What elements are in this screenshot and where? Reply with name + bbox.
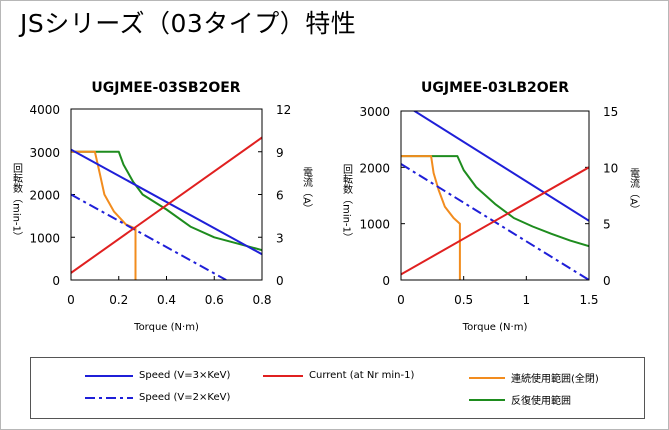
series-speed3-line	[71, 148, 262, 256]
legend-label-speed2: Speed (V=2×KeV)	[139, 392, 231, 403]
y-left-tick-label: 3000	[29, 146, 60, 160]
legend-swatch-speed3	[85, 374, 133, 377]
y-left-axis-label: 回転数（min-1）	[11, 163, 23, 242]
series-current-line	[401, 166, 589, 276]
y-right-tick-label: 6	[276, 189, 284, 203]
x-tick-label: 0.4	[157, 293, 176, 307]
x-tick-label: 0.2	[109, 293, 128, 307]
legend-label-repeated: 反復使用範囲	[511, 396, 571, 407]
x-axis-label: Torque (N·m)	[462, 322, 528, 333]
page-title: JSシリーズ（03タイプ）特性	[20, 9, 357, 38]
legend-label-continuous: 連続使用範囲(全閉)	[511, 374, 599, 385]
legend-item-speed2: Speed (V=2×KeV)	[85, 392, 230, 403]
y-left-tick-label: 4000	[29, 103, 60, 117]
y-right-tick-label: 12	[276, 103, 291, 117]
x-tick-label: 0.5	[454, 293, 473, 307]
series-repeated-line	[71, 150, 262, 252]
legend-label-speed3: Speed (V=3×KeV)	[139, 370, 231, 381]
legend-label-current: Current (at Nr min-1)	[309, 370, 415, 381]
legend-box: Speed (V=3×KeV) Current (at Nr min-1) 連続…	[30, 357, 645, 419]
chart-2: UGJMEE-03LB2OER 0 0.5 1 1.5 0 1000 2000 3000 0 5 10…	[341, 80, 640, 333]
legend-item-current: Current (at Nr min-1)	[263, 370, 414, 381]
x-tick-label: 0	[67, 293, 75, 307]
y-right-axis-label: 電流（A）	[628, 168, 640, 215]
chart-title: UGJMEE-03LB2OER	[421, 80, 569, 96]
series-speed2-line	[71, 193, 227, 280]
y-left-tick-label: 0	[52, 274, 60, 288]
y-right-tick-label: 3	[276, 231, 284, 245]
y-right-tick-label: 0	[603, 274, 611, 288]
y-right-tick-label: 15	[603, 105, 618, 119]
y-left-tick-label: 2000	[359, 161, 390, 175]
y-left-tick-label: 2000	[29, 189, 60, 203]
y-left-tick-label: 1000	[359, 218, 390, 232]
series-continuous-line	[71, 150, 137, 280]
x-tick-label: 1.5	[579, 293, 598, 307]
series-speed3-line	[412, 111, 589, 222]
legend-item-speed3: Speed (V=3×KeV)	[85, 370, 230, 381]
legend-swatch-current	[263, 374, 303, 377]
y-right-tick-label: 0	[276, 274, 284, 288]
legend-swatch-speed2	[85, 396, 133, 399]
y-left-axis-label: 回転数（min-1）	[341, 164, 353, 243]
y-left-tick-label: 3000	[359, 105, 390, 119]
x-tick-label: 0.8	[252, 293, 271, 307]
plot-frame	[400, 110, 590, 281]
y-right-tick-label: 10	[603, 161, 618, 175]
legend-item-repeated: 反復使用範囲	[469, 392, 571, 407]
x-tick-label: 0.6	[205, 293, 224, 307]
y-right-tick-label: 9	[276, 146, 284, 160]
y-right-axis-label: 電流（A）	[301, 167, 313, 214]
series-current-line	[71, 136, 262, 274]
x-tick-label: 0	[397, 293, 405, 307]
y-left-tick-label: 1000	[29, 231, 60, 245]
legend-swatch-continuous	[469, 376, 505, 379]
x-tick-label: 1	[523, 293, 531, 307]
y-left-tick-label: 0	[382, 274, 390, 288]
series-repeated-line	[401, 155, 589, 248]
y-right-tick-label: 5	[603, 218, 611, 232]
x-axis-label: Torque (N·m)	[133, 322, 199, 333]
chart-1: UGJMEE-03SB2OER 0 0.2 0.4 0.6 0.8 0 1000 2000 300…	[11, 80, 313, 333]
legend-item-continuous: 連続使用範囲(全閉)	[469, 370, 599, 385]
legend-swatch-repeated	[469, 398, 505, 401]
chart-title: UGJMEE-03SB2OER	[91, 80, 240, 96]
series-continuous-line	[401, 155, 461, 280]
plot-frame	[70, 108, 263, 281]
